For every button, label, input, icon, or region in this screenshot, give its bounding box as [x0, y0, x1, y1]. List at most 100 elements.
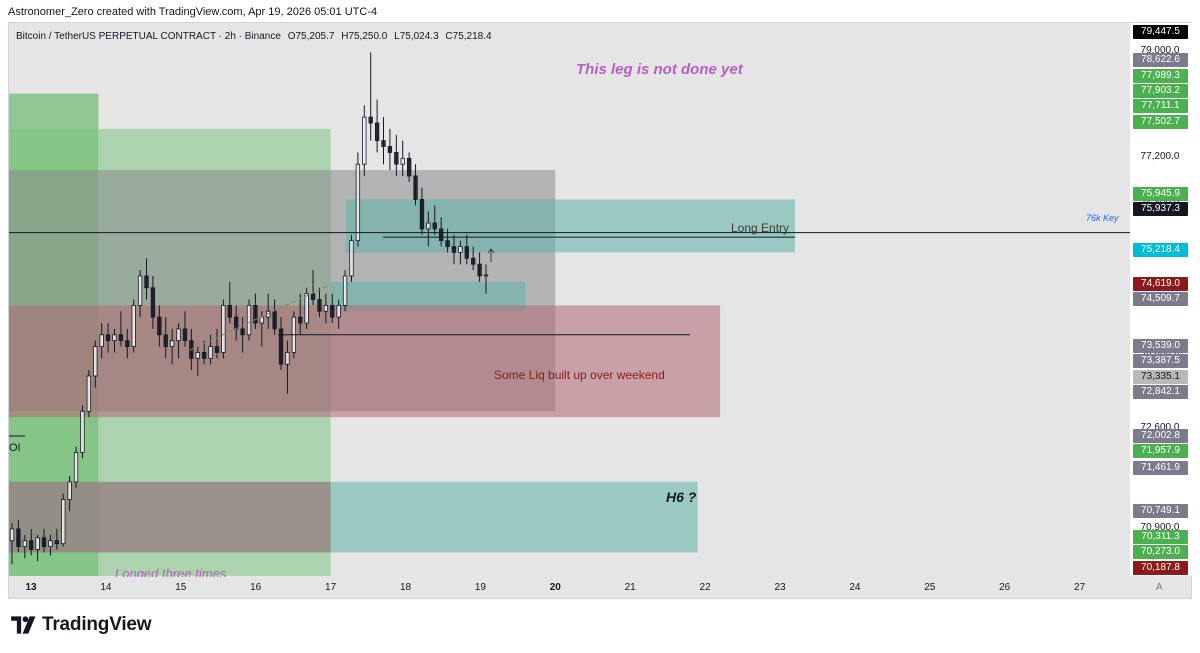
annotation-h6[interactable]: H6 ?	[666, 489, 697, 505]
candle	[451, 234, 457, 265]
candle	[131, 299, 136, 353]
candle	[387, 128, 393, 171]
price-badge[interactable]: 74,509.7	[1133, 292, 1188, 306]
candle	[221, 299, 226, 359]
candle	[118, 311, 124, 347]
candle	[310, 270, 316, 306]
price-badge[interactable]: 70,311.3	[1133, 530, 1188, 544]
price-badge[interactable]: 77,989.3	[1133, 69, 1188, 83]
date-label: 14	[100, 582, 112, 593]
candle	[48, 534, 53, 556]
annotation-longed[interactable]: Longed three times	[115, 566, 227, 577]
price-badge[interactable]: 71,461.9	[1133, 461, 1188, 475]
candle	[93, 340, 98, 388]
candle	[214, 328, 220, 359]
candle	[368, 52, 373, 141]
candle	[9, 523, 15, 565]
price-badge[interactable]: 77,711.1	[1133, 99, 1188, 113]
price-tick: 77,200.0	[1140, 151, 1180, 163]
price-tick: 79,000.0	[1140, 45, 1180, 57]
ohlc-high: H75,250.0	[341, 31, 388, 42]
price-badge[interactable]: 77,903.2	[1133, 84, 1188, 98]
price-badge[interactable]: 78,622.6	[1133, 53, 1188, 67]
candle	[202, 340, 207, 365]
annotation-long-entry[interactable]: Long Entry	[731, 221, 790, 235]
candle	[86, 370, 92, 418]
candle	[477, 252, 482, 282]
price-badge[interactable]: 70,273.0	[1133, 545, 1188, 559]
candle	[432, 205, 437, 235]
tradingview-logo-icon	[11, 616, 36, 634]
price-badge[interactable]: 72,002.8	[1133, 429, 1188, 443]
candle	[323, 293, 329, 324]
date-label: 15	[175, 582, 187, 593]
symbol-name: Bitcoin / TetherUS PERPETUAL CONTRACT · …	[16, 31, 281, 42]
candle	[35, 534, 40, 562]
annotation-liq[interactable]: Some Liq built up over weekend	[494, 368, 665, 382]
candle	[125, 328, 130, 359]
price-badge[interactable]: 77,502.7	[1133, 115, 1188, 129]
candle	[483, 264, 489, 294]
date-label: 23	[774, 582, 786, 593]
candle	[413, 164, 418, 206]
price-badge[interactable]: 74,619.0	[1133, 277, 1188, 291]
candle	[406, 152, 412, 182]
candle	[304, 287, 309, 329]
price-badge[interactable]: 70,749.1	[1133, 504, 1188, 518]
candle	[471, 246, 476, 271]
candle	[246, 299, 252, 341]
chart-caption: Astronomer_Zero created with TradingView…	[8, 6, 378, 18]
candle	[157, 305, 162, 347]
candle	[317, 287, 322, 318]
footer-brand[interactable]: TradingView	[10, 614, 152, 636]
brand-name: TradingView	[42, 614, 152, 635]
date-label: 19	[474, 582, 486, 593]
candle	[298, 293, 303, 335]
candle	[381, 117, 386, 165]
candle	[336, 299, 341, 329]
candle	[285, 340, 290, 394]
price-badge[interactable]: 71,957.9	[1133, 444, 1188, 458]
candle	[240, 317, 245, 353]
price-badge[interactable]: 75,218.4	[1133, 243, 1188, 257]
auto-scale-button[interactable]: A	[1156, 582, 1163, 593]
candle	[61, 493, 66, 547]
candle	[150, 275, 156, 329]
date-label: 16	[250, 582, 262, 593]
candle	[362, 105, 367, 176]
date-label: 18	[399, 582, 412, 593]
symbol-legend: Bitcoin / TetherUS PERPETUAL CONTRACT · …	[16, 31, 496, 42]
candle	[73, 446, 79, 488]
date-label: 13	[25, 582, 37, 593]
price-badge[interactable]: 70,187.8	[1133, 561, 1188, 575]
ohlc-open: O75,205.7	[287, 31, 335, 42]
candle	[80, 405, 85, 459]
price-badge[interactable]: 75,945.9	[1133, 187, 1188, 201]
annotation-leg[interactable]: This leg is not done yet	[576, 61, 743, 78]
price-badge[interactable]: 73,335.1	[1133, 370, 1188, 384]
candle	[169, 328, 175, 365]
candle	[163, 317, 168, 359]
candle	[144, 258, 149, 300]
candle	[439, 217, 444, 247]
trend-line	[189, 284, 331, 351]
candle	[195, 346, 200, 376]
date-label: 25	[924, 582, 936, 593]
date-label: 27	[1074, 582, 1086, 593]
annotation-76k-key[interactable]: 76k Key	[1086, 213, 1119, 223]
date-label: 17	[325, 582, 337, 593]
price-badge[interactable]: 79,447.5	[1133, 25, 1188, 39]
candle	[374, 99, 380, 153]
price-badge[interactable]: 73,387.5	[1133, 354, 1188, 368]
candle	[349, 234, 354, 282]
candle	[253, 293, 258, 329]
zone-box-3[interactable]	[345, 199, 795, 253]
price-badge[interactable]: 72,842.1	[1133, 385, 1188, 399]
zone-box-5[interactable]	[9, 305, 721, 418]
date-label: 20	[549, 582, 561, 593]
price-badge[interactable]: 75,937.3	[1133, 202, 1188, 216]
candle	[355, 152, 361, 247]
price-badge[interactable]: 73,539.0	[1133, 339, 1188, 353]
candle	[227, 281, 232, 324]
